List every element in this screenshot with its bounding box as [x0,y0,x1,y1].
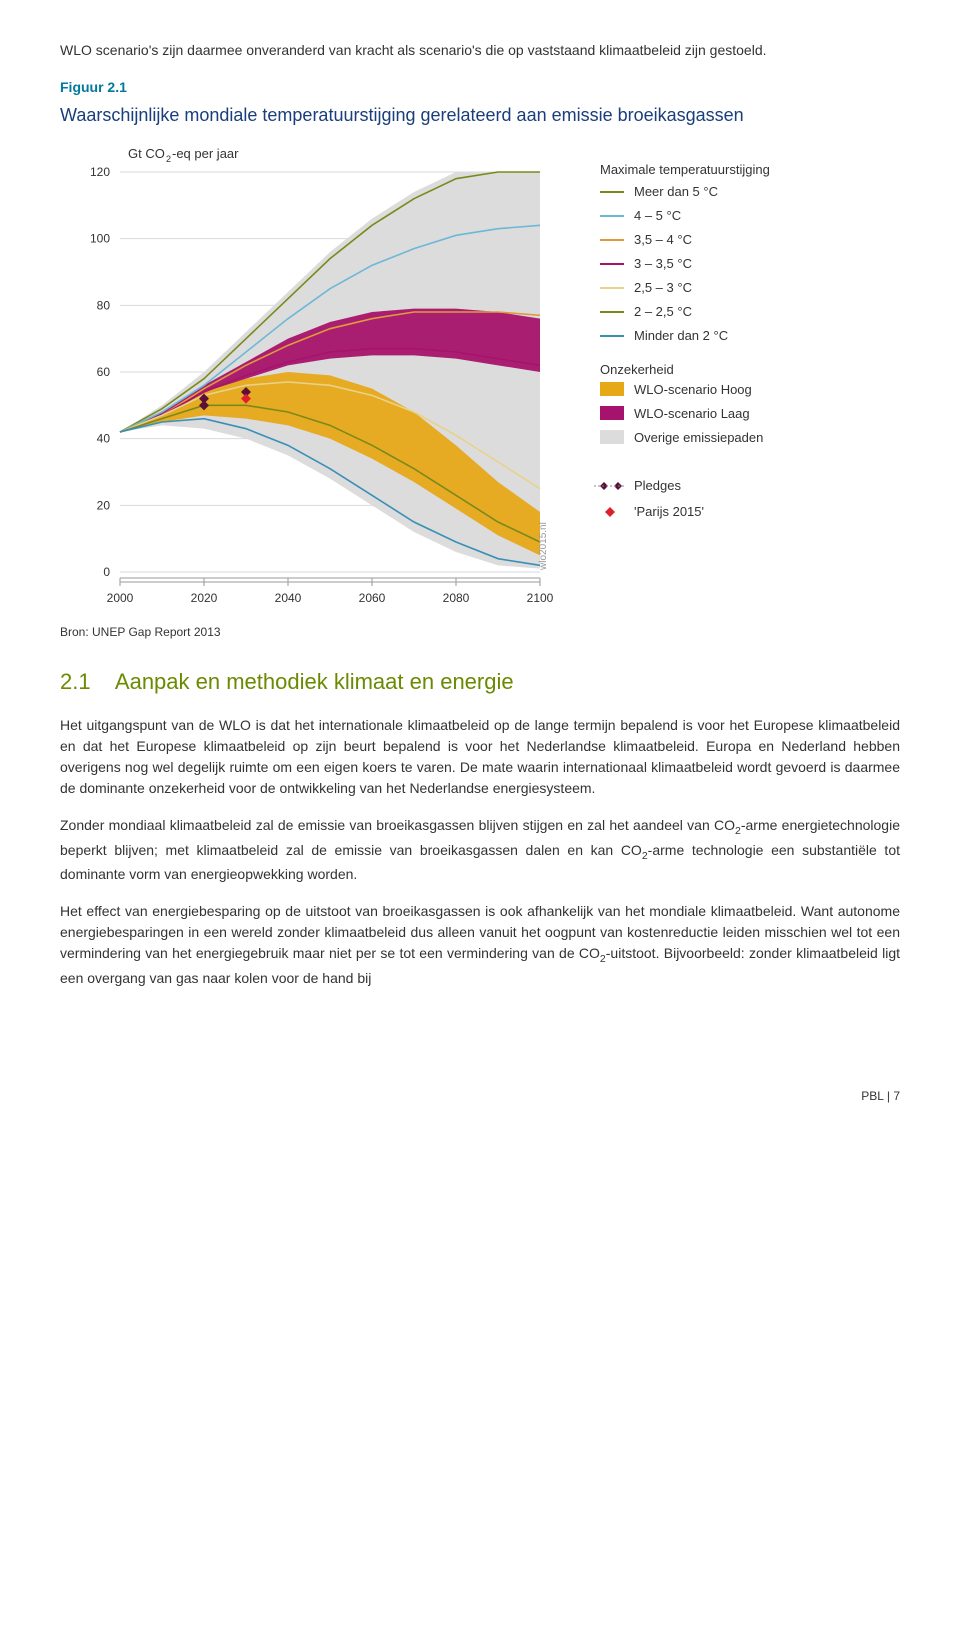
svg-text:-eq per jaar: -eq per jaar [172,146,239,161]
svg-text:Minder dan 2 °C: Minder dan 2 °C [634,328,728,343]
svg-text:Meer dan 5 °C: Meer dan 5 °C [634,184,718,199]
svg-text:2000: 2000 [107,591,134,605]
svg-text:100: 100 [90,232,110,246]
body-paragraph-2: Zonder mondiaal klimaatbeleid zal de emi… [60,815,900,885]
svg-text:3,5 – 4 °C: 3,5 – 4 °C [634,232,692,247]
svg-text:2020: 2020 [191,591,218,605]
svg-text:80: 80 [97,298,111,312]
svg-text:40: 40 [97,432,111,446]
svg-text:Maximale temperatuurstijging: Maximale temperatuurstijging [600,162,770,177]
svg-text:Gt CO: Gt CO [128,146,165,161]
svg-text:WLO-scenario Hoog: WLO-scenario Hoog [634,382,752,397]
section-title: Aanpak en methodiek klimaat en energie [115,669,514,694]
svg-text:2,5 – 3 °C: 2,5 – 3 °C [634,280,692,295]
svg-text:3 – 3,5 °C: 3 – 3,5 °C [634,256,692,271]
svg-text:WLO-scenario Laag: WLO-scenario Laag [634,406,750,421]
intro-paragraph: WLO scenario's zijn daarmee onveranderd … [60,40,900,61]
svg-text:2 – 2,5 °C: 2 – 2,5 °C [634,304,692,319]
svg-text:4 – 5 °C: 4 – 5 °C [634,208,681,223]
body-paragraph-1: Het uitgangspunt van de WLO is dat het i… [60,715,900,799]
svg-text:0: 0 [103,565,110,579]
section-heading: 2.1 Aanpak en methodiek klimaat en energ… [60,669,900,695]
svg-text:20: 20 [97,498,111,512]
section-number: 2.1 [60,669,110,695]
chart-title: Waarschijnlijke mondiale temperatuurstij… [60,105,900,126]
chart-source: Bron: UNEP Gap Report 2013 [60,625,900,639]
body-paragraph-3: Het effect van energiebesparing op de ui… [60,901,900,989]
svg-text:2: 2 [166,154,171,164]
svg-text:2100: 2100 [527,591,554,605]
svg-text:'Parijs 2015': 'Parijs 2015' [634,504,704,519]
page-footer: PBL | 7 [60,1089,900,1103]
svg-text:2040: 2040 [275,591,302,605]
svg-text:2060: 2060 [359,591,386,605]
figure-label: Figuur 2.1 [60,79,900,95]
svg-text:Onzekerheid: Onzekerheid [600,362,674,377]
svg-text:120: 120 [90,165,110,179]
chart-container: Gt CO2-eq per jaar0204060801001202000202… [60,142,900,615]
svg-text:2080: 2080 [443,591,470,605]
svg-text:wlo2015.nl: wlo2015.nl [538,522,549,571]
svg-text:Overige emissiepaden: Overige emissiepaden [634,430,763,445]
svg-text:60: 60 [97,365,111,379]
svg-text:Pledges: Pledges [634,478,681,493]
emissions-chart: Gt CO2-eq per jaar0204060801001202000202… [60,142,900,612]
